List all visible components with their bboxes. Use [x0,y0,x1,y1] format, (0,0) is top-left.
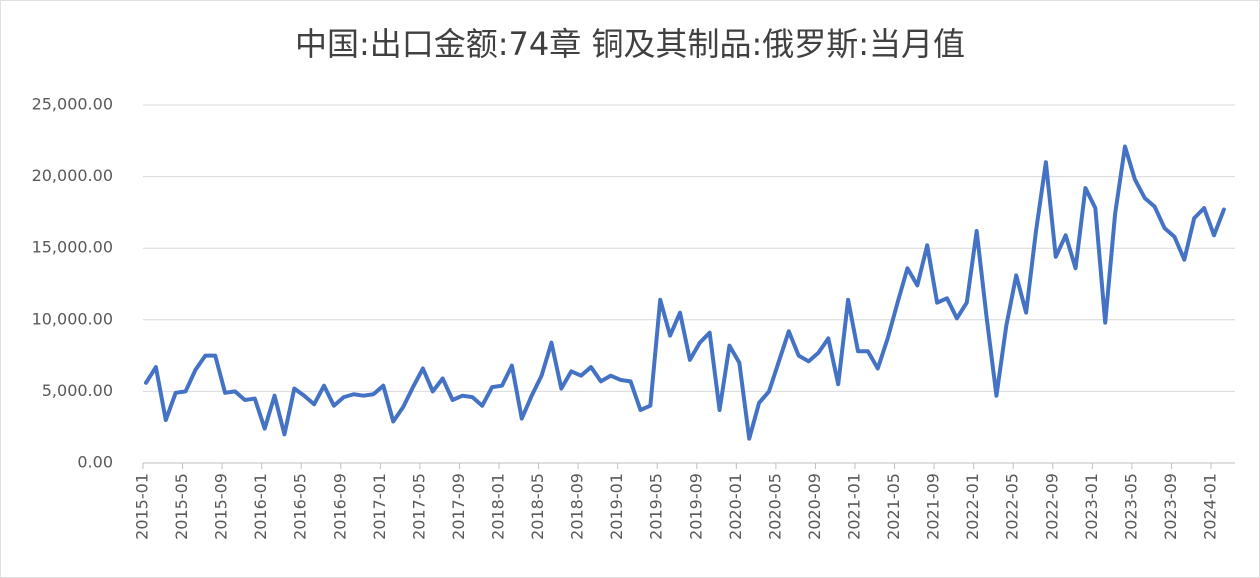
x-tick-label: 2020-09 [805,473,824,540]
x-tick-label: 2022-05 [1003,473,1022,540]
x-tick-label: 2016-05 [291,473,310,540]
x-tick-label: 2019-05 [647,473,666,540]
y-tick-label: 5,000.00 [42,381,113,400]
data-line [144,144,1226,441]
x-tick-label: 2018-05 [528,473,547,540]
x-tick-label: 2022-01 [963,473,982,540]
x-tick-label: 2022-09 [1042,473,1061,540]
x-tick-label: 2023-01 [1082,473,1101,540]
x-tick-label: 2023-05 [1121,473,1140,540]
x-tick-label: 2020-01 [726,473,745,540]
y-tick-label: 25,000.00 [32,95,113,114]
x-tick-label: 2023-09 [1161,473,1180,540]
x-tick-label: 2021-05 [884,473,903,540]
x-tick-label: 2016-09 [330,473,349,540]
y-tick-label: 10,000.00 [32,309,113,328]
x-tick-label: 2015-01 [133,473,152,540]
x-tick-label: 2017-09 [449,473,468,540]
x-tick-label: 2019-09 [686,473,705,540]
y-tick-label: 15,000.00 [32,238,113,257]
x-tick-label: 2018-09 [568,473,587,540]
x-tick-label: 2017-01 [370,473,389,540]
chart-title: 中国:出口金额:74章 铜及其制品:俄罗斯:当月值 [295,25,965,63]
x-tick-label: 2024-01 [1201,473,1220,540]
x-tick-label: 2015-09 [212,473,231,540]
x-tick-label: 2021-01 [845,473,864,540]
x-tick-label: 2016-01 [251,473,270,540]
x-tick-label: 2019-01 [607,473,626,540]
x-tick-label: 2015-05 [172,473,191,540]
x-tick-label: 2020-05 [765,473,784,540]
x-tick-label: 2018-01 [489,473,508,540]
y-tick-label: 20,000.00 [32,166,113,185]
x-tick-label: 2017-05 [409,473,428,540]
y-tick-label: 0.00 [77,453,113,472]
x-tick-label: 2021-09 [924,473,943,540]
